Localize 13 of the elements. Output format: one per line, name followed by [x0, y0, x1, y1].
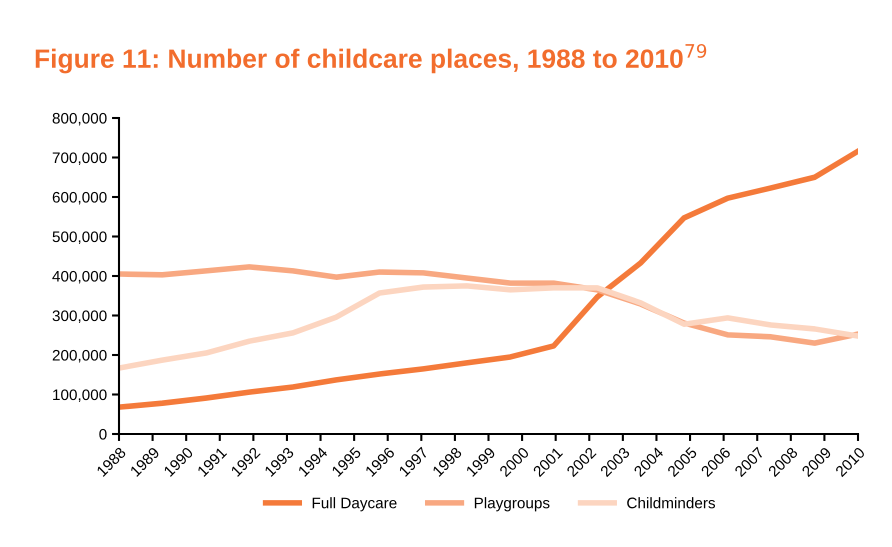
- y-tick-label: 400,000: [52, 270, 107, 284]
- y-tick-label: 300,000: [52, 310, 107, 323]
- legend-label: Childminders: [627, 497, 716, 508]
- y-tick-label: 100,000: [53, 389, 107, 402]
- y-tick-label: 200,000: [52, 350, 107, 362]
- y-tick-label: 500,000: [52, 231, 107, 244]
- y-tick-label: 600,000: [52, 192, 107, 204]
- y-tick-label: 0: [99, 428, 107, 440]
- y-tick-label: 800,000: [52, 112, 107, 126]
- legend-label: Full Daycare: [312, 497, 397, 512]
- chart-title: Figure 11: Number of childcare places, 1988 to 2010$^{79}$: [36, 44, 706, 74]
- legend-label: Playgroups: [474, 497, 550, 512]
- y-tick-label: 700,000: [52, 152, 107, 165]
